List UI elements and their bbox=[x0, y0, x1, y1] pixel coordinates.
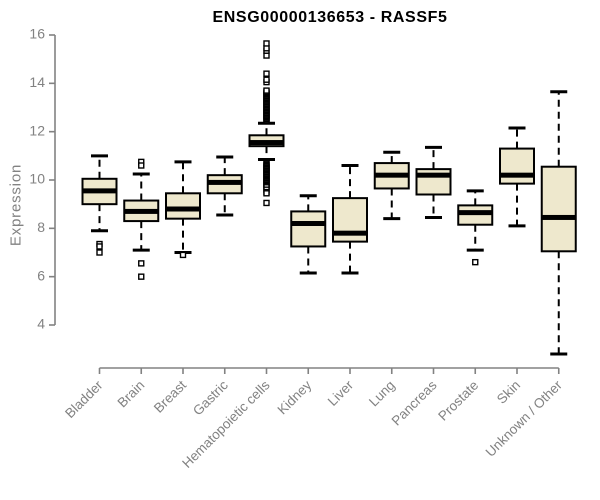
x-category-label: Pancreas bbox=[389, 377, 440, 428]
iqr-box bbox=[540, 165, 577, 253]
x-category-label: Liver bbox=[325, 377, 357, 409]
x-category-label: Unknown / Other bbox=[483, 377, 566, 460]
iqr-box bbox=[499, 147, 535, 185]
x-category-label: Lung bbox=[366, 378, 398, 410]
y-tick-label: 8 bbox=[37, 219, 45, 235]
outlier-point bbox=[263, 76, 270, 83]
iqr-box bbox=[290, 210, 327, 248]
y-tick-label: 4 bbox=[37, 316, 45, 332]
x-category-label: Prostate bbox=[435, 378, 481, 424]
x-category-label: Kidney bbox=[275, 377, 315, 417]
y-tick-label: 12 bbox=[29, 122, 45, 138]
outlier-point bbox=[263, 40, 270, 47]
x-category-label: Bladder bbox=[62, 377, 106, 421]
y-tick-label: 16 bbox=[29, 26, 45, 42]
median-line bbox=[124, 208, 159, 214]
outlier-point bbox=[179, 251, 187, 259]
median-line bbox=[541, 214, 576, 220]
median-line bbox=[207, 179, 242, 185]
median-line bbox=[416, 172, 451, 178]
median-line bbox=[500, 172, 534, 178]
outlier-point bbox=[138, 260, 145, 267]
x-category-label: Gastric bbox=[190, 377, 231, 418]
median-line bbox=[249, 140, 284, 146]
median-line bbox=[82, 188, 117, 194]
outlier-point bbox=[472, 258, 479, 266]
median-line bbox=[291, 221, 326, 226]
median-line bbox=[333, 230, 367, 236]
median-line bbox=[166, 206, 200, 212]
outlier-point bbox=[96, 243, 103, 250]
outlier-point bbox=[96, 249, 103, 256]
chart-title: ENSG00000136653 - RASSF5 bbox=[212, 9, 448, 26]
y-tick-label: 6 bbox=[37, 267, 45, 283]
iqr-box bbox=[165, 192, 201, 220]
outlier-point bbox=[263, 199, 270, 207]
outlier-point bbox=[263, 190, 270, 197]
x-category-label: Brain bbox=[114, 378, 147, 411]
median-line bbox=[458, 210, 493, 216]
y-tick-label: 10 bbox=[29, 171, 45, 187]
y-tick-label: 14 bbox=[29, 74, 45, 90]
x-category-label: Breast bbox=[151, 377, 189, 415]
median-line bbox=[374, 172, 409, 178]
outlier-point bbox=[263, 70, 270, 77]
x-category-label: Skin bbox=[494, 378, 523, 407]
outlier-point bbox=[138, 162, 145, 169]
outlier-point bbox=[263, 87, 270, 94]
outlier-point bbox=[138, 273, 145, 280]
